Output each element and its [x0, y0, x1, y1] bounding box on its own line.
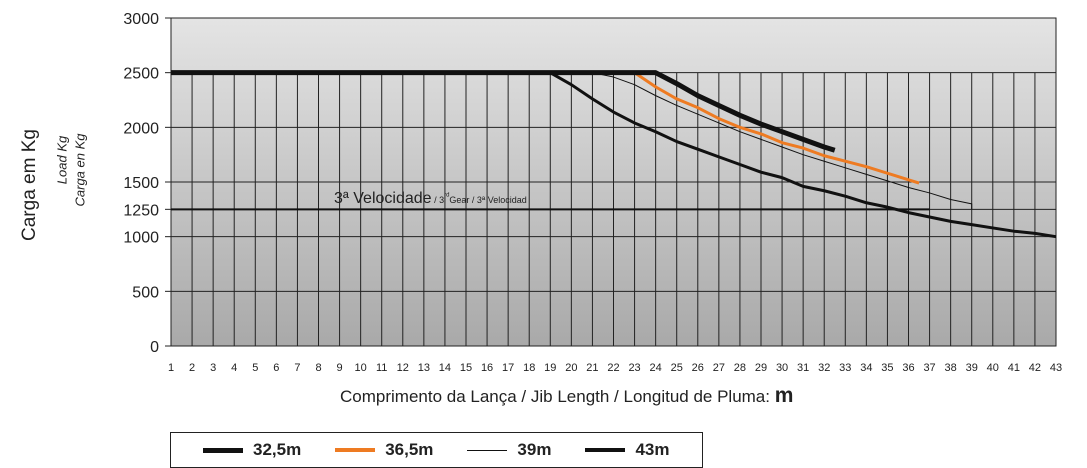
x-tick-label: 40 — [987, 362, 999, 374]
x-axis-title-text: Comprimento da Lança / Jib Length / Long… — [340, 387, 770, 406]
legend-item-43m: 43m — [585, 440, 669, 460]
legend-item-39m: 39m — [467, 440, 551, 460]
x-tick-label: 6 — [273, 362, 279, 374]
legend-swatch-32-5m — [203, 447, 243, 453]
y-tick-label: 1500 — [123, 175, 159, 192]
x-axis-unit: m — [774, 384, 794, 407]
series-line-43m — [171, 71, 1057, 239]
x-tick-label: 20 — [565, 362, 577, 374]
legend: 32,5m 36,5m 39m 43m — [170, 432, 703, 468]
x-tick-label: 18 — [523, 362, 535, 374]
third-gear-label-prefix: / 3 — [431, 195, 445, 205]
x-tick-label: 29 — [755, 362, 767, 374]
y-tick-label: 2500 — [123, 66, 159, 83]
x-tick-label: 11 — [376, 362, 387, 374]
x-tick-label: 24 — [650, 362, 662, 374]
x-tick-label: 1 — [168, 362, 174, 374]
x-tick-label: 39 — [966, 362, 978, 374]
x-tick-label: 14 — [439, 362, 451, 374]
x-axis-title: Comprimento da Lança / Jib Length / Long… — [340, 384, 793, 408]
x-tick-label: 19 — [544, 362, 556, 374]
x-tick-label: 28 — [734, 362, 746, 374]
x-tick-label: 3 — [210, 362, 216, 374]
y-tick-label: 0 — [150, 339, 159, 356]
x-tick-label: 36 — [902, 362, 914, 374]
x-tick-label: 16 — [481, 362, 493, 374]
x-tick-label: 41 — [1008, 362, 1020, 374]
x-tick-label: 9 — [337, 362, 343, 374]
x-tick-label: 21 — [586, 362, 598, 374]
x-tick-label: 35 — [881, 362, 893, 374]
legend-swatch-43m — [585, 448, 626, 452]
series-line-39m — [171, 72, 973, 210]
x-tick-label: 38 — [945, 362, 957, 374]
legend-label-43m: 43m — [635, 440, 670, 459]
legend-label-39m: 39m — [517, 440, 552, 459]
x-tick-label: 7 — [294, 362, 300, 374]
third-gear-label-sup: rd — [444, 192, 450, 199]
third-gear-label-main: 3ª Velocidade — [334, 190, 432, 207]
y-tick-label: 1250 — [123, 202, 159, 219]
y-tick-label: 500 — [132, 284, 159, 301]
legend-item-32-5m: 32,5m — [203, 440, 301, 460]
x-tick-label: 13 — [418, 362, 430, 374]
x-tick-label: 30 — [776, 362, 788, 374]
x-tick-label: 27 — [713, 362, 725, 374]
legend-label-32-5m: 32,5m — [253, 440, 302, 459]
x-tick-label: 4 — [231, 362, 237, 374]
x-tick-label: 43 — [1050, 362, 1062, 374]
x-tick-label: 8 — [315, 362, 321, 374]
legend-swatch-39m — [467, 449, 508, 451]
x-tick-label: 5 — [252, 362, 258, 374]
legend-label-36-5m: 36,5m — [385, 440, 434, 459]
x-tick-label: 42 — [1029, 362, 1041, 374]
series-line-36-5m — [171, 71, 920, 185]
series-line-32-5m — [171, 70, 836, 153]
legend-item-36-5m: 36,5m — [335, 440, 433, 460]
y-axis-subtitle-english: Load Kg — [54, 135, 70, 185]
y-tick-label: 2000 — [123, 120, 159, 137]
y-axis-subtitle-spanish: Carga en Kg — [72, 133, 88, 207]
x-tick-label: 22 — [607, 362, 619, 374]
x-tick-label: 23 — [628, 362, 640, 374]
x-tick-label: 31 — [797, 362, 809, 374]
x-tick-label: 25 — [671, 362, 683, 374]
x-tick-label: 34 — [860, 362, 872, 374]
y-tick-label: 1000 — [123, 230, 159, 247]
x-tick-label: 12 — [397, 362, 409, 374]
x-tick-label: 26 — [692, 362, 704, 374]
y-axis-title: Carga em Kg — [19, 129, 40, 241]
x-tick-label: 17 — [502, 362, 514, 374]
third-gear-label-rest: Gear / 3ª Velocidad — [449, 195, 527, 205]
y-tick-label: 3000 — [123, 11, 159, 28]
x-tick-label: 10 — [355, 362, 367, 374]
x-tick-label: 37 — [923, 362, 935, 374]
x-tick-label: 2 — [189, 362, 195, 374]
x-tick-label: 33 — [839, 362, 851, 374]
legend-swatch-36-5m — [335, 448, 376, 452]
third-gear-label: 3ª Velocidade / 3rdGear / 3ª Velocidad — [334, 190, 527, 208]
x-tick-label: 15 — [460, 362, 472, 374]
x-tick-label: 32 — [818, 362, 830, 374]
